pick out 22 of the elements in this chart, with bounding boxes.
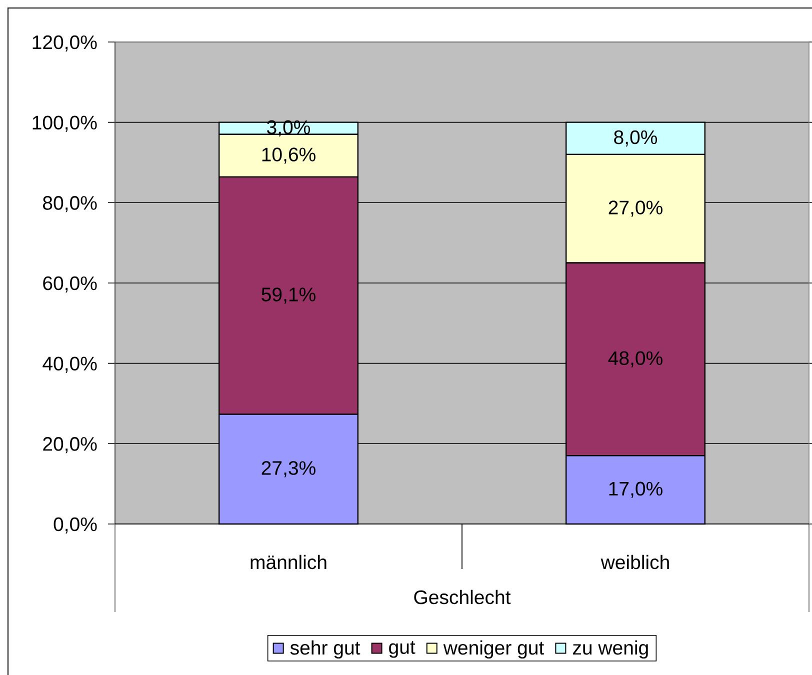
data-label: 59,1% [262, 288, 316, 304]
y-tick-label: 60,0% [43, 276, 97, 292]
legend-label: zu wenig [572, 640, 648, 659]
y-tick-label: 20,0% [43, 437, 97, 454]
x-tick-label: weiblich [600, 554, 669, 570]
data-label: 3,0% [267, 120, 310, 136]
x-tick-label: männlich [250, 554, 326, 570]
y-tick-label: 80,0% [43, 196, 97, 212]
data-label: 10,6% [262, 148, 316, 164]
x-axis-title: Geschlecht [414, 590, 511, 604]
data-label: 27,3% [262, 461, 316, 478]
data-label: 27,0% [608, 200, 662, 217]
legend-label: sehr gut [290, 640, 360, 659]
legend-label: gut [389, 641, 416, 658]
y-tick-label: 0,0% [54, 517, 97, 534]
y-tick-label: 120,0% [32, 35, 97, 52]
data-label: 48,0% [608, 351, 662, 368]
legend-label: weniger gut [443, 640, 544, 659]
y-tick-label: 40,0% [42, 356, 97, 373]
y-tick-label: 100,0% [32, 116, 97, 132]
data-label: 8,0% [614, 130, 658, 146]
data-label: 17,0% [609, 482, 662, 498]
